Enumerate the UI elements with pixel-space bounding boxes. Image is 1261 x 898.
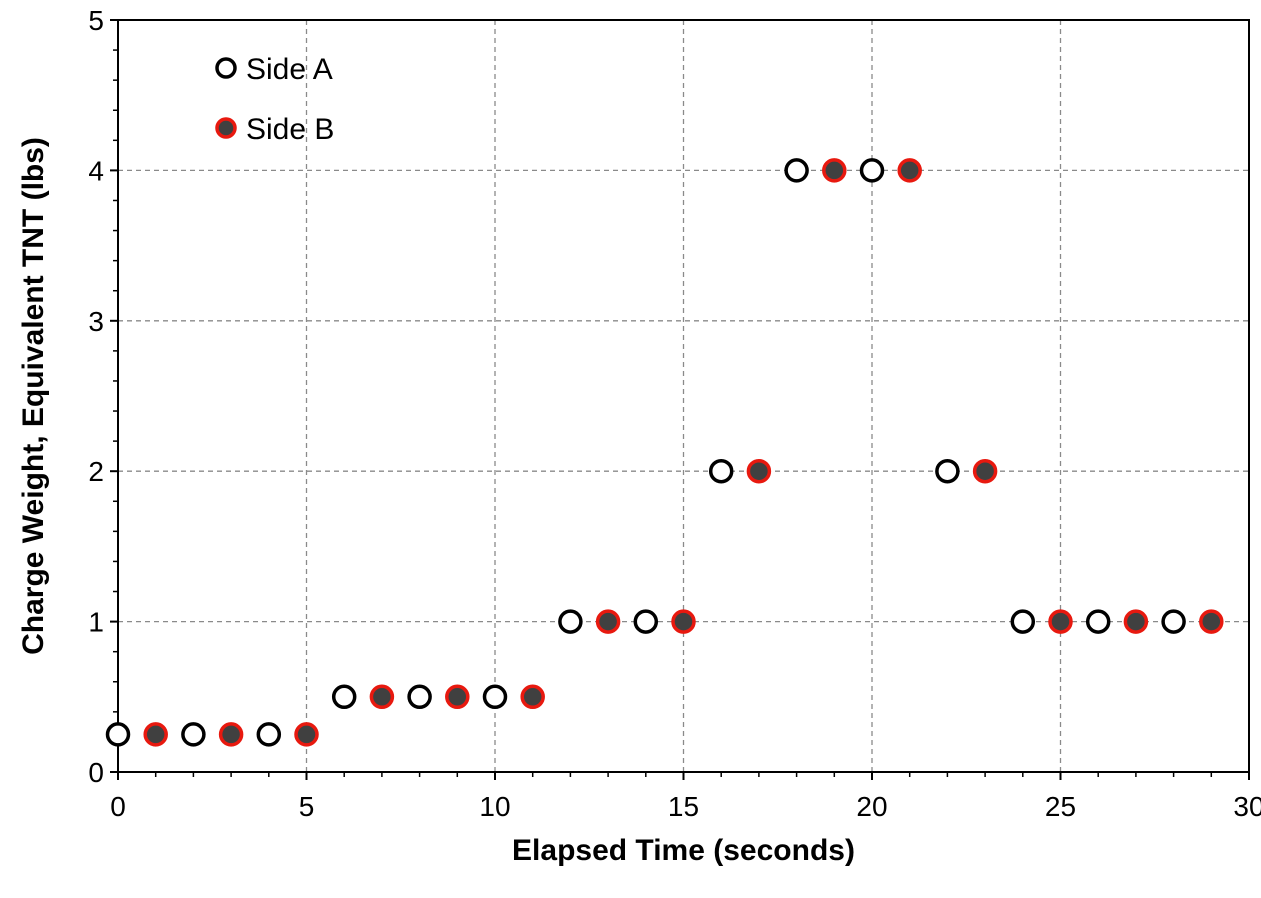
data-point — [859, 158, 885, 183]
x-axis-title: Elapsed Time (seconds) — [512, 834, 855, 867]
x-tick-label: 0 — [110, 791, 126, 822]
data-point — [407, 684, 432, 710]
series-side-a — [105, 158, 1186, 747]
data-point — [256, 722, 282, 747]
data-point — [143, 722, 168, 747]
data-point — [558, 609, 583, 634]
data-point — [1048, 609, 1073, 634]
x-tick-label: 10 — [479, 791, 510, 822]
data-point — [708, 458, 734, 484]
y-tick-label: 3 — [88, 306, 104, 337]
data-point — [331, 684, 357, 710]
legend-item: Side B — [215, 113, 334, 146]
data-point — [897, 158, 922, 183]
x-tick-label: 30 — [1233, 791, 1261, 822]
x-tick-label: 5 — [299, 791, 315, 822]
series-side-b — [143, 158, 1224, 747]
legend-marker — [215, 57, 237, 79]
y-axis-title: Charge Weight, Equivalent TNT (lbs) — [17, 137, 50, 655]
y-tick-label: 5 — [88, 5, 104, 36]
data-point — [972, 458, 998, 484]
data-point — [369, 684, 395, 710]
data-point — [1085, 609, 1111, 634]
data-point — [294, 722, 319, 747]
data-point — [1010, 609, 1036, 634]
data-point — [105, 722, 131, 747]
y-tick-label: 0 — [88, 757, 104, 788]
data-point — [633, 609, 659, 634]
legend-label: Side B — [246, 113, 334, 146]
data-point — [482, 684, 508, 710]
data-point — [671, 609, 696, 634]
data-point — [445, 684, 470, 710]
data-point — [935, 458, 960, 484]
data-point — [1199, 609, 1224, 634]
data-point — [784, 158, 809, 183]
data-points — [105, 158, 1224, 747]
x-tick-label: 15 — [668, 791, 699, 822]
legend-marker — [215, 117, 237, 139]
data-point — [218, 722, 244, 747]
y-tick-label: 4 — [88, 155, 104, 186]
axis-ticks: 0 5 10 15 20 25 30 0 1 2 3 4 5 — [88, 5, 1261, 822]
x-tick-label: 20 — [856, 791, 887, 822]
y-tick-label: 2 — [88, 456, 104, 487]
data-point — [520, 684, 545, 710]
legend: Side A Side B — [215, 53, 334, 146]
legend-item: Side A — [215, 53, 333, 86]
data-point — [822, 158, 847, 183]
y-tick-label: 1 — [88, 607, 104, 638]
x-tick-label: 25 — [1045, 791, 1076, 822]
legend-label: Side A — [246, 53, 333, 86]
data-point — [595, 609, 621, 634]
data-point — [181, 722, 206, 747]
data-point — [1161, 609, 1186, 634]
data-point — [1123, 609, 1149, 634]
data-point — [746, 458, 772, 484]
